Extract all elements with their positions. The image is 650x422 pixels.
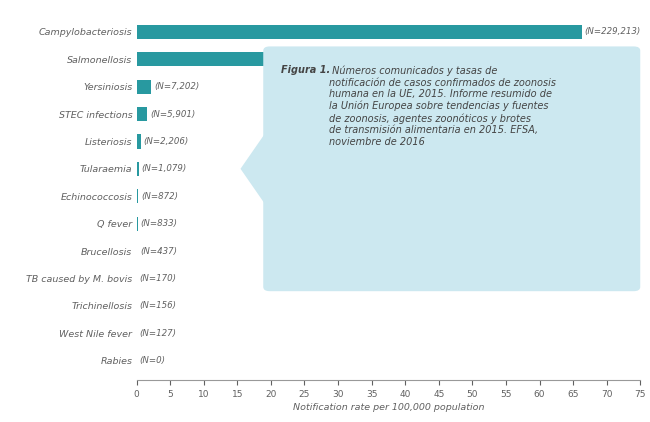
Text: (N=94,625): (N=94,625): [274, 55, 324, 64]
X-axis label: Notification rate per 100,000 population: Notification rate per 100,000 population: [292, 403, 484, 412]
Bar: [136, 79, 151, 94]
Text: (N=437): (N=437): [140, 246, 177, 256]
Text: (N=0): (N=0): [139, 356, 165, 365]
Text: (N=170): (N=170): [140, 274, 177, 283]
Text: (N=2,206): (N=2,206): [143, 137, 188, 146]
Text: (N=229,213): (N=229,213): [584, 27, 641, 36]
Bar: [136, 244, 137, 258]
Bar: [136, 107, 148, 121]
Text: (N=5,901): (N=5,901): [150, 110, 195, 119]
Bar: [136, 162, 138, 176]
Bar: [136, 134, 140, 149]
Text: (N=872): (N=872): [141, 192, 178, 201]
Bar: [136, 25, 582, 39]
Text: (N=127): (N=127): [140, 329, 176, 338]
Text: (N=156): (N=156): [140, 301, 176, 310]
Text: Figura 1.: Figura 1.: [281, 65, 331, 76]
Bar: [136, 189, 138, 203]
Text: (N=1,079): (N=1,079): [141, 164, 187, 173]
Text: Números comunicados y tasas de
notificación de casos confirmados de zoonosis
hum: Números comunicados y tasas de notificac…: [329, 65, 556, 147]
Bar: [136, 52, 271, 66]
Bar: [136, 216, 138, 231]
Text: (N=833): (N=833): [141, 219, 178, 228]
Text: (N=7,202): (N=7,202): [154, 82, 199, 91]
